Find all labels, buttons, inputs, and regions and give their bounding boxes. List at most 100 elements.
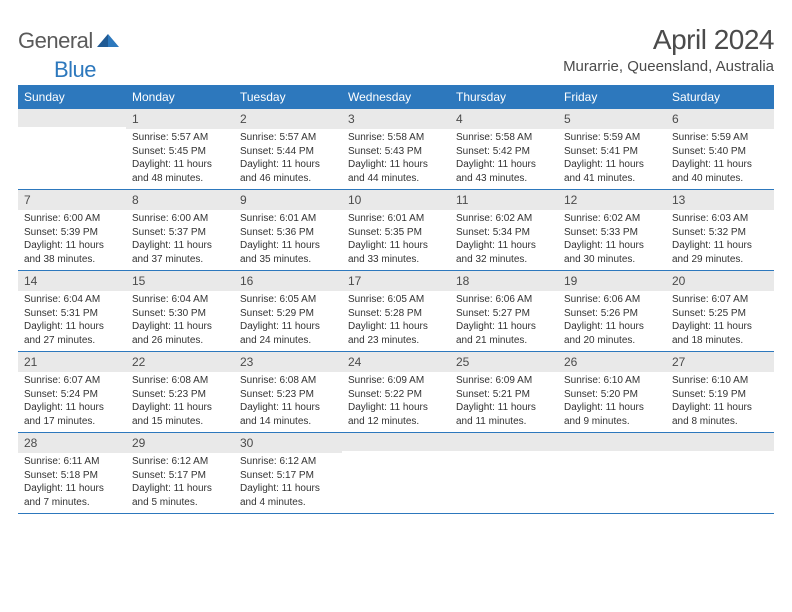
day-line: and 21 minutes. <box>456 334 552 348</box>
day-content: Sunrise: 6:09 AMSunset: 5:22 PMDaylight:… <box>342 372 450 432</box>
day-content <box>558 451 666 511</box>
day-line: and 30 minutes. <box>564 253 660 267</box>
day-line: Sunset: 5:29 PM <box>240 307 336 321</box>
day-line: Daylight: 11 hours <box>240 239 336 253</box>
day-content: Sunrise: 6:00 AMSunset: 5:37 PMDaylight:… <box>126 210 234 270</box>
day-line: Sunset: 5:23 PM <box>132 388 228 402</box>
calendar-day-cell: 26Sunrise: 6:10 AMSunset: 5:20 PMDayligh… <box>558 352 666 433</box>
calendar-day-cell <box>342 433 450 514</box>
day-number: 25 <box>450 352 558 372</box>
day-content: Sunrise: 6:12 AMSunset: 5:17 PMDaylight:… <box>126 453 234 513</box>
day-number <box>342 433 450 451</box>
day-line: and 8 minutes. <box>672 415 768 429</box>
calendar-day-cell: 25Sunrise: 6:09 AMSunset: 5:21 PMDayligh… <box>450 352 558 433</box>
day-content: Sunrise: 6:08 AMSunset: 5:23 PMDaylight:… <box>126 372 234 432</box>
calendar-day-cell: 28Sunrise: 6:11 AMSunset: 5:18 PMDayligh… <box>18 433 126 514</box>
calendar-week-row: 21Sunrise: 6:07 AMSunset: 5:24 PMDayligh… <box>18 352 774 433</box>
calendar-day-cell: 4Sunrise: 5:58 AMSunset: 5:42 PMDaylight… <box>450 109 558 190</box>
calendar-day-cell <box>666 433 774 514</box>
day-number: 7 <box>18 190 126 210</box>
day-line: and 17 minutes. <box>24 415 120 429</box>
day-line: Sunset: 5:34 PM <box>456 226 552 240</box>
day-line: Daylight: 11 hours <box>456 239 552 253</box>
calendar-day-cell: 9Sunrise: 6:01 AMSunset: 5:36 PMDaylight… <box>234 190 342 271</box>
day-content <box>342 451 450 511</box>
day-line: Sunset: 5:36 PM <box>240 226 336 240</box>
calendar-day-cell: 15Sunrise: 6:04 AMSunset: 5:30 PMDayligh… <box>126 271 234 352</box>
day-line: Sunset: 5:20 PM <box>564 388 660 402</box>
day-line: Sunrise: 6:08 AM <box>240 374 336 388</box>
day-line: Sunset: 5:28 PM <box>348 307 444 321</box>
day-line: and 15 minutes. <box>132 415 228 429</box>
day-line: Daylight: 11 hours <box>348 158 444 172</box>
day-line: Daylight: 11 hours <box>564 239 660 253</box>
dow-thursday: Thursday <box>450 85 558 109</box>
day-line: Daylight: 11 hours <box>564 320 660 334</box>
day-line <box>24 129 120 143</box>
calendar-day-cell: 10Sunrise: 6:01 AMSunset: 5:35 PMDayligh… <box>342 190 450 271</box>
calendar-day-cell: 17Sunrise: 6:05 AMSunset: 5:28 PMDayligh… <box>342 271 450 352</box>
day-line: Sunset: 5:27 PM <box>456 307 552 321</box>
day-line: and 35 minutes. <box>240 253 336 267</box>
day-number <box>18 109 126 127</box>
day-line: Daylight: 11 hours <box>132 320 228 334</box>
day-line: Sunrise: 6:02 AM <box>456 212 552 226</box>
day-line: Sunrise: 5:57 AM <box>240 131 336 145</box>
day-line: Sunrise: 6:07 AM <box>672 293 768 307</box>
calendar-day-cell: 6Sunrise: 5:59 AMSunset: 5:40 PMDaylight… <box>666 109 774 190</box>
day-line <box>348 467 444 481</box>
day-line: and 48 minutes. <box>132 172 228 186</box>
calendar-week-row: 1Sunrise: 5:57 AMSunset: 5:45 PMDaylight… <box>18 109 774 190</box>
location-text: Murarrie, Queensland, Australia <box>563 58 774 75</box>
day-number: 23 <box>234 352 342 372</box>
day-line: Daylight: 11 hours <box>132 158 228 172</box>
day-line: Sunrise: 6:04 AM <box>24 293 120 307</box>
day-content: Sunrise: 6:01 AMSunset: 5:36 PMDaylight:… <box>234 210 342 270</box>
day-line: and 27 minutes. <box>24 334 120 348</box>
day-line <box>672 480 768 494</box>
day-number <box>450 433 558 451</box>
day-line: and 20 minutes. <box>564 334 660 348</box>
day-line: Sunset: 5:43 PM <box>348 145 444 159</box>
calendar-day-cell: 30Sunrise: 6:12 AMSunset: 5:17 PMDayligh… <box>234 433 342 514</box>
calendar-day-cell <box>18 109 126 190</box>
calendar-day-cell: 14Sunrise: 6:04 AMSunset: 5:31 PMDayligh… <box>18 271 126 352</box>
day-content: Sunrise: 6:10 AMSunset: 5:20 PMDaylight:… <box>558 372 666 432</box>
day-line <box>456 453 552 467</box>
day-content: Sunrise: 6:06 AMSunset: 5:26 PMDaylight:… <box>558 291 666 351</box>
day-line: Sunrise: 5:58 AM <box>348 131 444 145</box>
day-content: Sunrise: 6:02 AMSunset: 5:34 PMDaylight:… <box>450 210 558 270</box>
day-line: Daylight: 11 hours <box>132 482 228 496</box>
dow-monday: Monday <box>126 85 234 109</box>
day-line: Sunrise: 6:12 AM <box>132 455 228 469</box>
day-content <box>666 451 774 511</box>
day-line: Daylight: 11 hours <box>456 158 552 172</box>
calendar-day-cell: 13Sunrise: 6:03 AMSunset: 5:32 PMDayligh… <box>666 190 774 271</box>
day-line <box>24 170 120 184</box>
header: General April 2024 Murarrie, Queensland,… <box>18 24 774 75</box>
day-line: Sunset: 5:23 PM <box>240 388 336 402</box>
day-line: Sunset: 5:33 PM <box>564 226 660 240</box>
day-content: Sunrise: 6:04 AMSunset: 5:31 PMDaylight:… <box>18 291 126 351</box>
day-line: and 24 minutes. <box>240 334 336 348</box>
logo-word-1: General <box>18 28 93 54</box>
day-line: Daylight: 11 hours <box>672 239 768 253</box>
day-line: Sunrise: 6:09 AM <box>348 374 444 388</box>
day-line: Sunset: 5:42 PM <box>456 145 552 159</box>
day-line <box>564 480 660 494</box>
day-line: Sunrise: 5:58 AM <box>456 131 552 145</box>
calendar-day-cell: 19Sunrise: 6:06 AMSunset: 5:26 PMDayligh… <box>558 271 666 352</box>
day-number: 18 <box>450 271 558 291</box>
day-content: Sunrise: 5:58 AMSunset: 5:43 PMDaylight:… <box>342 129 450 189</box>
day-number: 24 <box>342 352 450 372</box>
day-number: 16 <box>234 271 342 291</box>
day-line: Sunset: 5:22 PM <box>348 388 444 402</box>
day-line: Daylight: 11 hours <box>240 320 336 334</box>
day-number: 6 <box>666 109 774 129</box>
day-content: Sunrise: 6:03 AMSunset: 5:32 PMDaylight:… <box>666 210 774 270</box>
calendar-day-cell: 21Sunrise: 6:07 AMSunset: 5:24 PMDayligh… <box>18 352 126 433</box>
logo-mark-icon <box>97 31 119 52</box>
day-line: Daylight: 11 hours <box>672 401 768 415</box>
day-line: Sunrise: 6:11 AM <box>24 455 120 469</box>
day-number: 22 <box>126 352 234 372</box>
